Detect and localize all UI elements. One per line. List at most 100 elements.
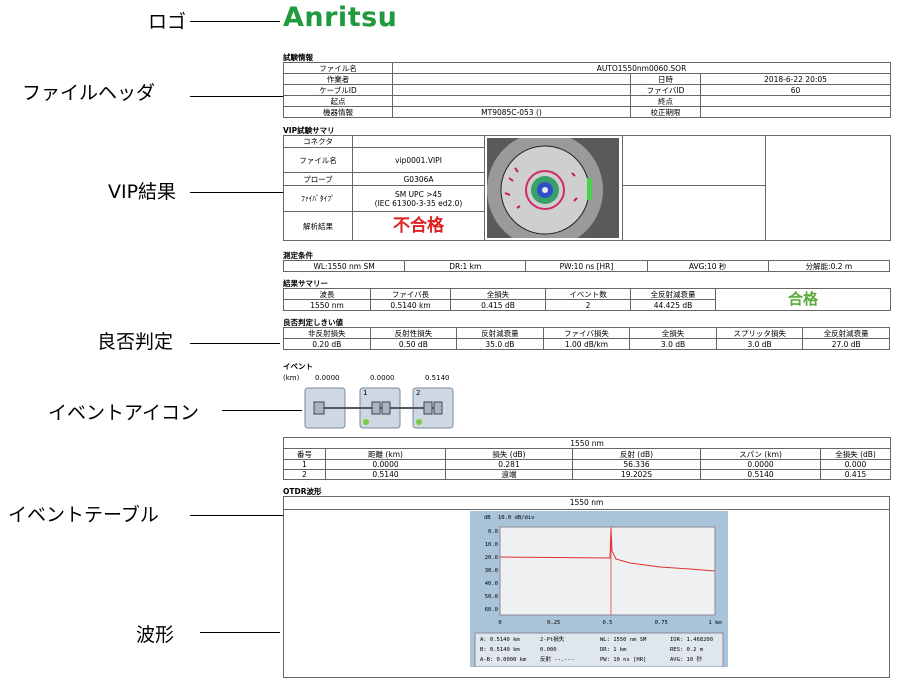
cell: 0.5140 [700, 469, 821, 480]
file-header-table: ファイル名 AUTO1550nm0060.SOR 作業者 日時 2018-6-22 2… [283, 62, 891, 118]
label: コネクタ [283, 135, 353, 148]
header: 全反射減衰量 [630, 288, 716, 300]
y-tick-label: 40.0 [485, 581, 498, 587]
section-title: イベント [283, 362, 313, 371]
condition: WL:1550 nm SM [282, 260, 406, 272]
section-title: 結果サマリー [283, 279, 328, 288]
event-position: 0.0000 [370, 374, 395, 382]
header: 全損失 [450, 288, 546, 300]
header: ファイバ損失 [542, 327, 631, 339]
callout-line [222, 410, 302, 411]
logo: Anritsu [283, 2, 398, 33]
label: 作業者 [283, 73, 393, 85]
info-text: 反射 --.--- [540, 655, 574, 663]
header: 全損失 [629, 327, 717, 339]
event-position: 0.5140 [425, 374, 450, 382]
header: 反射性損失 [369, 327, 458, 339]
value: 0.5140 km [370, 299, 451, 311]
x-tick-label: 1 km [708, 620, 722, 626]
label: ファイバID [630, 84, 701, 96]
info-text: IOR: 1.468200 [670, 637, 713, 643]
cell: 56.336 [572, 459, 701, 470]
value: 0.20 dB [283, 338, 371, 350]
info-text: RES: 0.2 m [670, 647, 704, 653]
info-text: B: 0.5140 km [480, 647, 520, 653]
value: vip0001.VIPI [352, 147, 485, 173]
cell: 0.000 [819, 459, 892, 470]
label: ファイル名 [283, 147, 353, 173]
value: 0.50 dB [369, 338, 458, 350]
event-table: 1550 nm 番号 距離 (km) 損失 (dB) 反射 (dB) スパン (km) 全損… [282, 437, 892, 480]
value: SM UPC >45 [394, 189, 443, 199]
callout: イベントアイコン [48, 402, 200, 424]
label: プローブ [283, 172, 353, 186]
summary-table: 波長 ファイバ長 全損失 イベント数 全反射減衰量 合格 1550 nm 0.5140 km 0… [283, 288, 891, 311]
callout: ファイルヘッダ [22, 82, 156, 104]
section-title: 試験情報 [283, 53, 313, 62]
cell: 1 [283, 459, 326, 470]
value: (IEC 61300-3-35 ed2.0) [374, 198, 463, 208]
x-tick-label: 0 [498, 620, 501, 626]
event-icons [304, 387, 454, 429]
y-tick-label: 20.0 [485, 555, 498, 561]
icon-number: 2 [416, 389, 421, 397]
header: 非反射損失 [283, 327, 371, 339]
info-text: 0.000 [540, 647, 557, 653]
section-title: 良否判定しきい値 [283, 318, 343, 327]
fail-result: 不合格 [352, 211, 485, 241]
event-position: 0.0000 [315, 374, 340, 382]
callout-line [190, 192, 283, 193]
y-tick-label: 60.0 [485, 607, 498, 613]
info-text: A-B: 0.0000 km [480, 657, 527, 663]
section-title: VIP試験サマリ [283, 126, 335, 135]
value: 44.425 dB [630, 299, 716, 311]
y-tick-label: 50.0 [485, 594, 498, 600]
callout-line [190, 96, 283, 97]
cell: 0.281 [445, 459, 573, 470]
row: 2 0.5140 遠端 19.202S 0.5140 0.415 [283, 469, 892, 480]
y-tick-label: 30.0 [485, 568, 498, 574]
label: ケーブルID [283, 84, 393, 96]
callout: 良否判定 [97, 331, 174, 353]
header: ファイバ長 [370, 288, 451, 300]
info-text: A: 0.5140 km [480, 637, 520, 643]
unit: dB [484, 515, 491, 521]
info-text: WL: 1550 nm SM [600, 637, 647, 643]
cell: 0.5140 [325, 469, 446, 480]
header: 距離 (km) [325, 448, 446, 460]
vip-table: コネクタ ファイル名 vip0001.VIPI プローブ G0306A ﾌｧｲﾊﾞﾀ… [283, 135, 891, 241]
unit: (km) [283, 374, 300, 382]
conditions-table: WL:1550 nm SM DR:1 km PW:10 ns [HR] AVG:10 … [282, 260, 891, 272]
section-title: 測定条件 [283, 251, 313, 260]
header: スプリッタ損失 [715, 327, 804, 339]
callout: 波形 [136, 624, 175, 646]
info-text: AVG: 10 秒 [670, 655, 702, 663]
callout-line [190, 21, 280, 22]
value: 3.0 dB [715, 338, 804, 350]
callout-line [200, 632, 280, 633]
wavelength: 1550 nm [282, 437, 892, 449]
label: 機器情報 [283, 106, 393, 118]
vip-image [487, 138, 619, 238]
icon-number: 1 [363, 389, 368, 397]
info-text: PW: 10 ns [HR] [600, 657, 646, 663]
info-text: DR: 1 km [600, 647, 627, 653]
x-tick-label: 0.5 [603, 620, 613, 626]
label: 終点 [630, 95, 701, 107]
value: 35.0 dB [456, 338, 544, 350]
y-tick-label: 0.0 [488, 529, 498, 535]
value: G0306A [352, 172, 485, 186]
label: 解析結果 [283, 211, 353, 241]
header-row: 番号 距離 (km) 損失 (dB) 反射 (dB) スパン (km) 全損失 (dB) [283, 448, 892, 460]
header: イベント数 [545, 288, 631, 300]
wavelength: 1550 nm [284, 497, 889, 510]
header: 波長 [283, 288, 371, 300]
header: 番号 [283, 448, 326, 460]
callout: イベントテーブル [8, 504, 159, 526]
pass-verdict: 合格 [715, 288, 891, 311]
label: 日時 [630, 73, 701, 85]
waveform-graph: dB 10.0 dB/div 0.0 10.0 20.0 30.0 40.0 50.0 60.0… [470, 511, 728, 667]
value: AUTO1550nm0060.SOR [392, 62, 891, 74]
value: 0.415 dB [450, 299, 546, 311]
